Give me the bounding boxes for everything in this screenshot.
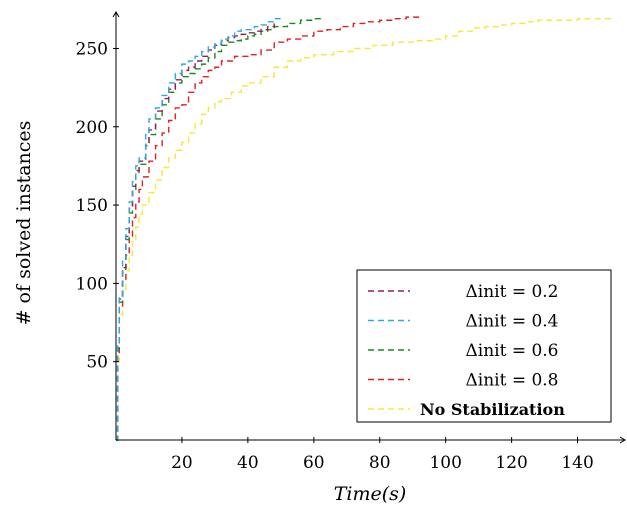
legend-items: Δinit = 0.2 Δinit = 0.4 Δinit = 0.6 Δinit =…: [368, 282, 565, 419]
x-tick-label: 20: [171, 453, 193, 473]
y-tick-label: 100: [76, 274, 108, 294]
series-line-1: [116, 17, 282, 441]
series-line-3: [116, 16, 420, 441]
legend-box: [356, 269, 612, 423]
x-ticks: 20 40 60 80 100 120 140: [171, 437, 594, 473]
x-tick-label: 140: [561, 453, 593, 473]
legend-label: Δinit = 0.4: [465, 312, 558, 332]
x-axis-title: Time(s): [334, 483, 407, 505]
y-ticks: 50 100 150 200 250: [76, 39, 119, 373]
x-axis-arrow-icon: [619, 436, 626, 444]
x-tick-label: 40: [237, 453, 259, 473]
legend-label: Δinit = 0.2: [465, 282, 558, 302]
y-tick-label: 200: [76, 118, 108, 138]
legend-label: Δinit = 0.6: [465, 341, 558, 361]
x-tick-label: 60: [303, 453, 325, 473]
y-tick-label: 50: [86, 353, 108, 373]
y-tick-label: 150: [76, 196, 108, 216]
x-tick-label: 100: [429, 453, 461, 473]
x-tick-label: 120: [495, 453, 527, 473]
legend-label: No Stabilization: [420, 400, 565, 419]
legend: Δinit = 0.2 Δinit = 0.4 Δinit = 0.6 Δinit =…: [356, 269, 612, 423]
series-line-4: [116, 17, 612, 441]
series-line-2: [116, 17, 322, 441]
x-tick-label: 80: [369, 453, 391, 473]
legend-label: Δinit = 0.8: [465, 371, 558, 391]
plot-area: 20 40 60 80 100 120 140 50 100 150 200 250: [76, 11, 626, 473]
y-axis-arrow-icon: [112, 11, 120, 18]
y-axis-title: # of solved instances: [13, 121, 35, 326]
series-layer: [116, 16, 612, 441]
y-tick-label: 250: [76, 39, 108, 59]
